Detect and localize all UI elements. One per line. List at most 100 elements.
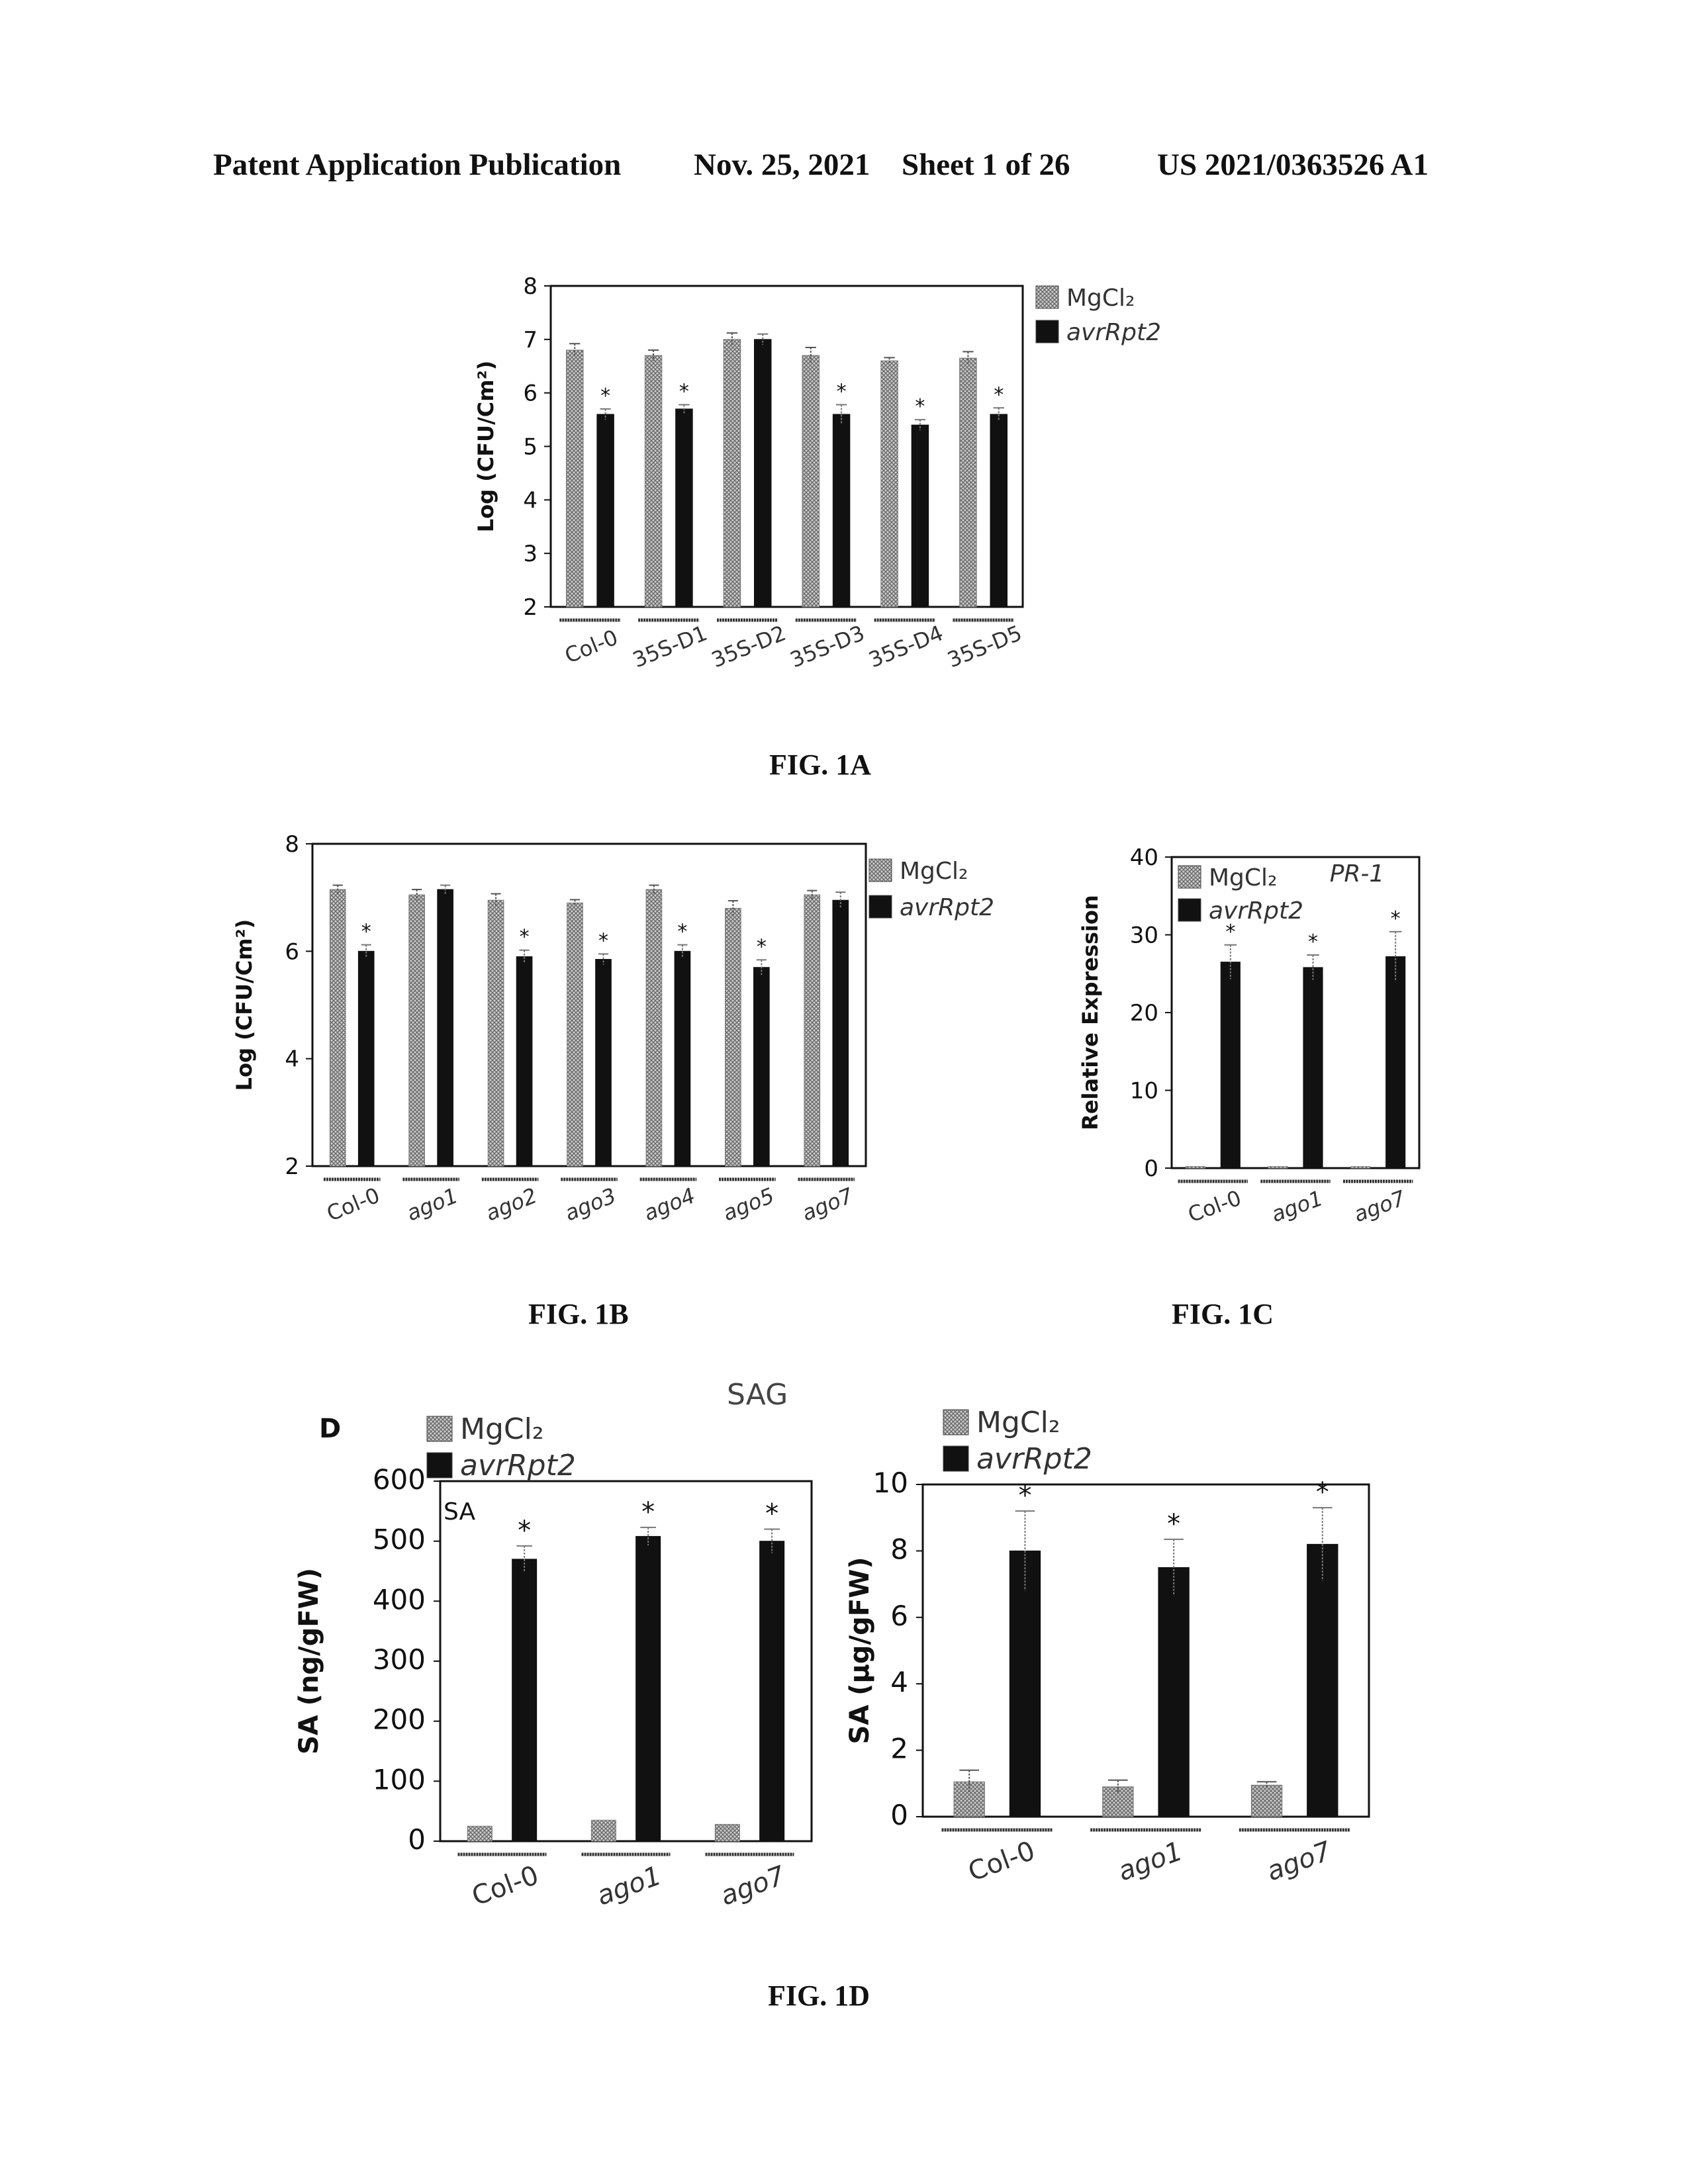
fig1b-significance-col-0: * bbox=[361, 921, 371, 944]
fig1a-significance-col-0: * bbox=[600, 385, 610, 408]
fig1a-ytick-label: 3 bbox=[523, 541, 538, 567]
fig1d_sa-significance-ago7: * bbox=[765, 1499, 778, 1529]
fig1b-significance-ago3: * bbox=[598, 929, 608, 952]
fig1d_sa-bar-col-0-mgcl bbox=[467, 1825, 492, 1842]
fig1c-bar-col-0-mgcl bbox=[1185, 1166, 1205, 1169]
fig1c-bar-ago7-avrrpt2 bbox=[1385, 956, 1406, 1169]
fig1d_sa-significance-ago1: * bbox=[641, 1497, 655, 1527]
fig1b-bar-col-0-avrrpt2 bbox=[357, 950, 375, 1167]
fig1a-y-axis-label: Log (CFU/Cm²) bbox=[473, 361, 498, 533]
fig1a-bar-35s-d5-avrrpt2 bbox=[990, 414, 1008, 608]
fig1a-bar-col-0-mgcl bbox=[565, 349, 584, 608]
fig1a-ytick-label: 8 bbox=[523, 273, 538, 300]
panel-d-letter: D bbox=[319, 1414, 341, 1444]
fig1d_sa-bar-ago1-mgcl bbox=[590, 1819, 616, 1842]
fig1d_sag-plot-frame bbox=[921, 1483, 1370, 1818]
fig1d_sa-ytick-label: 400 bbox=[373, 1583, 426, 1615]
fig1b-significance-ago4: * bbox=[677, 921, 687, 944]
fig1b-bar-ago3-mgcl bbox=[567, 902, 583, 1167]
fig1b-significance-ago5: * bbox=[757, 935, 767, 958]
fig1d_sa-ytick-label: 100 bbox=[373, 1763, 426, 1796]
fig1d_sa-bar-ago1-avrrpt2 bbox=[635, 1535, 661, 1842]
fig1d_sag-ytick-label: 10 bbox=[873, 1467, 908, 1499]
fig1a-ytick-label: 7 bbox=[523, 327, 538, 353]
publication-title: Patent Application Publication bbox=[213, 148, 622, 182]
fig1c-legend-swatch-avrrpt2 bbox=[1178, 898, 1201, 922]
patent-number: US 2021/0363526 A1 bbox=[1157, 148, 1429, 182]
fig1a-significance-35s-d4: * bbox=[915, 395, 925, 418]
fig1b-legend-swatch-avrrpt2 bbox=[868, 895, 892, 919]
fig1a-ytick-label: 5 bbox=[523, 434, 538, 461]
fig1b-ytick-label: 4 bbox=[285, 1046, 299, 1073]
fig1a-bar-35s-d2-avrrpt2 bbox=[754, 339, 772, 608]
fig1d_sag-legend-swatch-mgcl bbox=[943, 1409, 969, 1435]
fig1d_sa-legend-label-avrrpt2: avrRpt2 bbox=[460, 1449, 576, 1482]
fig1c-legend-swatch-mgcl bbox=[1178, 865, 1201, 889]
fig1b-bar-ago1-mgcl bbox=[408, 894, 425, 1167]
fig1a-bar-35s-d4-mgcl bbox=[880, 360, 898, 608]
fig1d_sa-ytick-label: 300 bbox=[373, 1643, 426, 1676]
fig1a-bar-35s-d5-mgcl bbox=[959, 357, 977, 608]
fig1d_sa-ytick-label: 500 bbox=[373, 1524, 426, 1556]
sheet-number: Sheet 1 of 26 bbox=[902, 148, 1070, 182]
fig1b-ytick-label: 2 bbox=[285, 1154, 299, 1180]
fig1b-ytick-label: 6 bbox=[285, 938, 299, 965]
fig1c-title: PR-1 bbox=[1330, 860, 1385, 887]
fig1d_sa-significance-col-0: * bbox=[518, 1516, 531, 1546]
fig1a-significance-35s-d5: * bbox=[994, 383, 1004, 406]
fig1d_sa-legend-label-mgcl: MgCl₂ bbox=[460, 1412, 543, 1446]
fig1a-bar-35s-d3-avrrpt2 bbox=[832, 414, 851, 608]
fig1d_sag-significance-col-0: * bbox=[1018, 1480, 1031, 1511]
publication-date: Nov. 25, 2021 bbox=[694, 148, 870, 182]
fig1c-ytick-label: 0 bbox=[1144, 1156, 1158, 1182]
fig1d_sag-ytick-label: 0 bbox=[890, 1799, 908, 1831]
fig1d_sag-significance-ago7: * bbox=[1316, 1477, 1329, 1508]
fig1a-bar-35s-d1-avrrpt2 bbox=[675, 408, 693, 608]
fig1d_sag-bar-col-0-avrrpt2 bbox=[1009, 1550, 1041, 1817]
fig1a-significance-35s-d1: * bbox=[679, 380, 689, 403]
fig1c-significance-col-0: * bbox=[1225, 921, 1235, 944]
fig1c-ytick-label: 20 bbox=[1130, 1000, 1158, 1026]
fig1d_sag-y-axis-label: SA (µg/gFW) bbox=[845, 1557, 875, 1744]
fig1b-significance-ago2: * bbox=[520, 926, 530, 949]
fig1d_sa-legend-swatch-avrrpt2 bbox=[426, 1452, 453, 1479]
fig1c-significance-ago7: * bbox=[1391, 907, 1401, 931]
fig1b-legend-label-mgcl: MgCl₂ bbox=[900, 858, 968, 885]
fig1c-y-axis-label: Relative Expression bbox=[1078, 895, 1103, 1130]
caption-fig-1b: FIG. 1B bbox=[528, 1298, 629, 1330]
fig1a-bar-col-0-avrrpt2 bbox=[596, 414, 614, 608]
fig1b-bar-ago4-avrrpt2 bbox=[674, 950, 691, 1167]
sag-title: SAG bbox=[727, 1378, 788, 1412]
fig1d_sa-legend-swatch-mgcl bbox=[426, 1416, 453, 1442]
fig1a-ytick-label: 2 bbox=[523, 594, 538, 621]
fig1c-legend-label-mgcl: MgCl₂ bbox=[1209, 864, 1277, 891]
fig1d_sag-legend-label-avrrpt2: avrRpt2 bbox=[976, 1442, 1092, 1476]
fig1c-bar-ago7-mgcl bbox=[1350, 1166, 1371, 1169]
fig1a-legend-swatch-mgcl bbox=[1035, 285, 1059, 309]
fig1b-plot-frame bbox=[311, 842, 867, 1167]
fig1c-ytick-label: 40 bbox=[1130, 844, 1158, 871]
fig1a-bar-35s-d2-mgcl bbox=[723, 339, 741, 608]
fig1c-ytick-label: 10 bbox=[1130, 1078, 1158, 1105]
fig1b-bar-ago2-mgcl bbox=[487, 899, 504, 1167]
sa-inset-label: SA bbox=[444, 1498, 476, 1525]
fig1a-legend-label-avrrpt2: avrRpt2 bbox=[1066, 319, 1161, 346]
caption-fig-1d: FIG. 1D bbox=[768, 1979, 870, 2012]
fig1a-significance-35s-d3: * bbox=[837, 380, 847, 403]
fig1a-bar-35s-d3-mgcl bbox=[802, 355, 820, 608]
fig1b-legend-swatch-mgcl bbox=[868, 858, 892, 882]
fig1d_sag-bar-ago1-avrrpt2 bbox=[1158, 1567, 1190, 1817]
fig1d_sa-ytick-label: 0 bbox=[408, 1823, 426, 1856]
fig1a-legend-label-mgcl: MgCl₂ bbox=[1066, 285, 1135, 312]
fig1d_sa-ytick-label: 200 bbox=[373, 1704, 426, 1736]
fig1d_sa-bar-ago7-avrrpt2 bbox=[759, 1541, 785, 1842]
fig1a-ytick-label: 4 bbox=[523, 487, 538, 514]
fig1d_sag-ytick-label: 2 bbox=[890, 1733, 908, 1765]
fig1c-ytick-label: 30 bbox=[1130, 923, 1158, 949]
